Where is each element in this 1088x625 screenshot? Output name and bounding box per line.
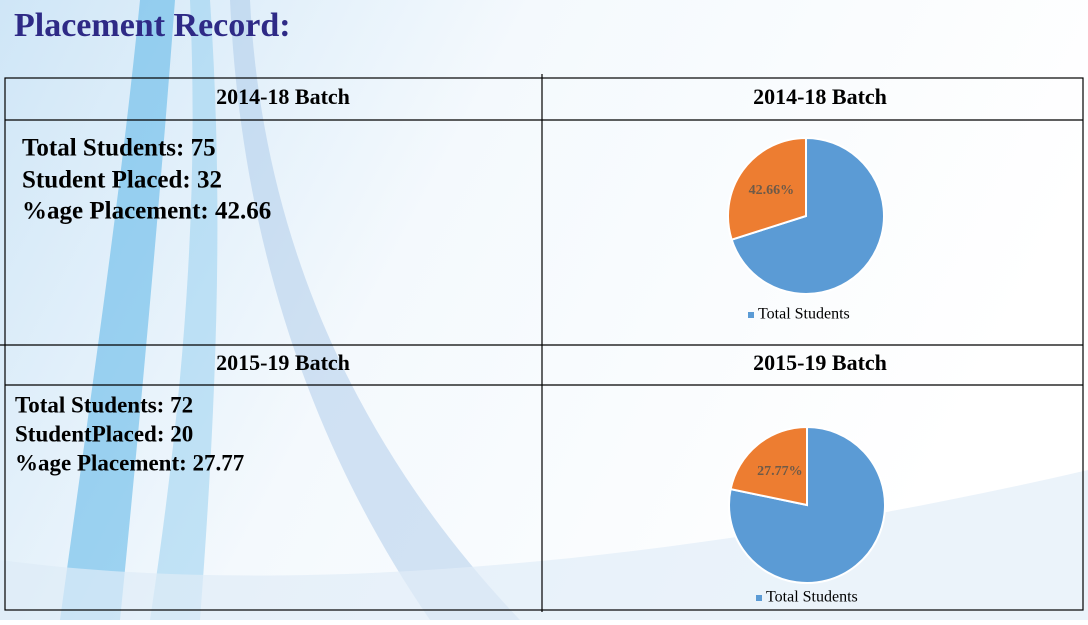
legend-swatch: [748, 312, 754, 318]
column-heading: 2015-19 Batch: [216, 350, 350, 375]
table-border: [4, 77, 1084, 611]
column-heading: 2015-19 Batch: [753, 350, 887, 375]
column-heading: 2014-18 Batch: [216, 84, 350, 109]
cell-line: StudentPlaced: 20: [15, 421, 193, 446]
pie-slice: [729, 425, 808, 507]
data-label: 27.77%: [757, 464, 803, 479]
legend-label: Total Students: [758, 306, 850, 323]
cell-line: %age Placement: 27.77: [15, 450, 244, 475]
pie-slice: [727, 136, 807, 241]
legend-swatch: [756, 595, 762, 601]
cell-line: Total Students: 72: [15, 392, 193, 417]
page-title: Placement Record:: [14, 7, 291, 44]
pie-slice: [730, 136, 885, 295]
column-heading: 2014-18 Batch: [753, 84, 887, 109]
cell-line: %age Placement: 42.66: [22, 198, 271, 225]
cell-line: Student Placed: 32: [22, 167, 222, 194]
table: [0, 74, 1084, 612]
legend-label: Total Students: [766, 589, 858, 606]
data-label: 42.66%: [749, 183, 795, 198]
cell-line: Total Students: 75: [22, 135, 216, 162]
